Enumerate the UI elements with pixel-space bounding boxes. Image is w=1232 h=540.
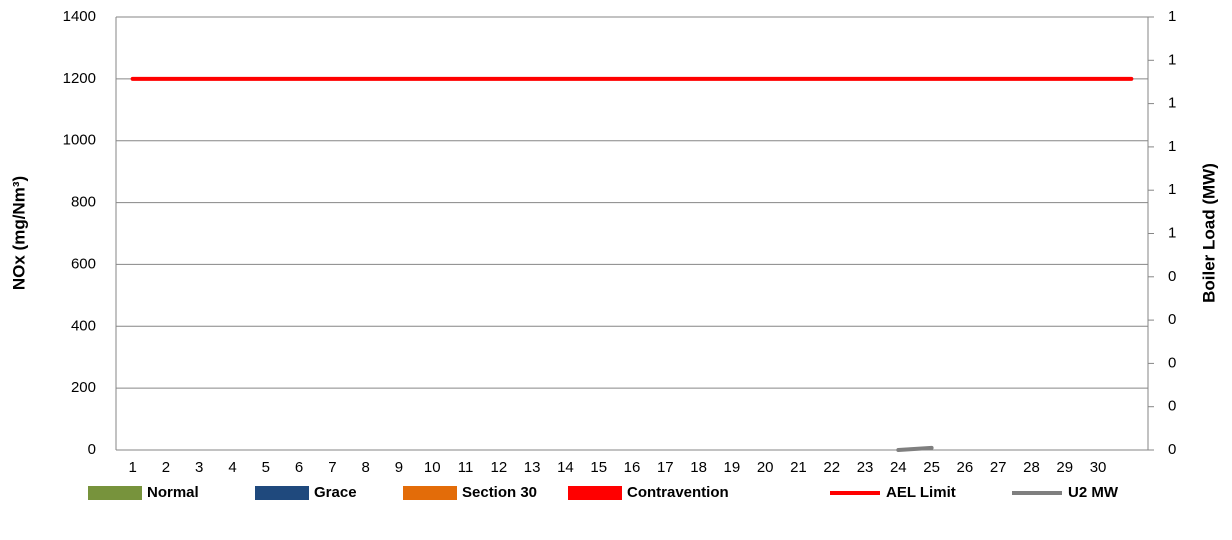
x-tick-label: 13 — [524, 459, 541, 476]
y2-tick-label: 1 — [1168, 8, 1176, 25]
y2-tick-label: 1 — [1168, 138, 1176, 155]
y-tick-label: 200 — [71, 379, 96, 396]
x-tick-label: 18 — [690, 459, 707, 476]
x-tick-label: 22 — [823, 459, 840, 476]
legend-swatch — [255, 486, 309, 500]
y-axis-title: NOx (mg/Nm³) — [9, 176, 28, 290]
x-tick-label: 25 — [923, 459, 940, 476]
x-tick-label: 28 — [1023, 459, 1040, 476]
x-tick-label: 23 — [857, 459, 874, 476]
x-tick-label: 26 — [957, 459, 974, 476]
x-tick-label: 2 — [162, 459, 170, 476]
line — [896, 445, 934, 452]
x-tick-label: 11 — [458, 459, 474, 476]
x-tick-label: 24 — [890, 459, 907, 476]
x-tick-label: 17 — [657, 459, 674, 476]
x-tick-label: 14 — [557, 459, 574, 476]
y-tick-label: 1400 — [63, 8, 96, 25]
x-tick-label: 20 — [757, 459, 774, 476]
y2-tick-label: 0 — [1168, 354, 1176, 371]
y2-tick-label: 1 — [1168, 181, 1176, 198]
x-tick-label: 8 — [362, 459, 370, 476]
y2-tick-label: 1 — [1168, 95, 1176, 112]
x-tick-label: 15 — [590, 459, 607, 476]
y2-tick-label: 0 — [1168, 441, 1176, 458]
y-tick-label: 800 — [71, 194, 96, 211]
legend-label: U2 MW — [1068, 484, 1119, 501]
y-tick-label: 600 — [71, 255, 96, 272]
legend-swatch — [88, 486, 142, 500]
y2-tick-label: 1 — [1168, 51, 1176, 68]
x-tick-label: 10 — [424, 459, 441, 476]
x-tick-label: 29 — [1056, 459, 1073, 476]
legend-label: AEL Limit — [886, 484, 956, 501]
x-tick-label: 3 — [195, 459, 203, 476]
legend-swatch — [568, 486, 622, 500]
x-tick-label: 12 — [490, 459, 507, 476]
y-tick-label: 1000 — [63, 132, 96, 149]
legend-label: Grace — [314, 484, 357, 501]
legend-label: Contravention — [627, 484, 729, 501]
x-tick-label: 27 — [990, 459, 1007, 476]
legend-label: Section 30 — [462, 484, 537, 501]
y2-tick-label: 0 — [1168, 398, 1176, 415]
x-tick-label: 30 — [1090, 459, 1107, 476]
x-tick-label: 5 — [262, 459, 270, 476]
x-tick-label: 21 — [790, 459, 807, 476]
y-tick-label: 400 — [71, 317, 96, 334]
y2-axis-title: Boiler Load (MW) — [1199, 163, 1218, 303]
y-tick-label: 1200 — [63, 70, 96, 87]
x-tick-label: 9 — [395, 459, 403, 476]
y2-tick-label: 0 — [1168, 268, 1176, 285]
y-tick-label: 0 — [88, 441, 96, 458]
legend-swatch — [403, 486, 457, 500]
x-tick-label: 1 — [128, 459, 136, 476]
x-tick-label: 6 — [295, 459, 303, 476]
x-tick-label: 16 — [624, 459, 641, 476]
x-tick-label: 7 — [328, 459, 336, 476]
legend-label: Normal — [147, 484, 199, 501]
x-tick-label: 19 — [724, 459, 741, 476]
y2-tick-label: 1 — [1168, 224, 1176, 241]
y2-tick-label: 0 — [1168, 311, 1176, 328]
x-tick-label: 4 — [228, 459, 236, 476]
